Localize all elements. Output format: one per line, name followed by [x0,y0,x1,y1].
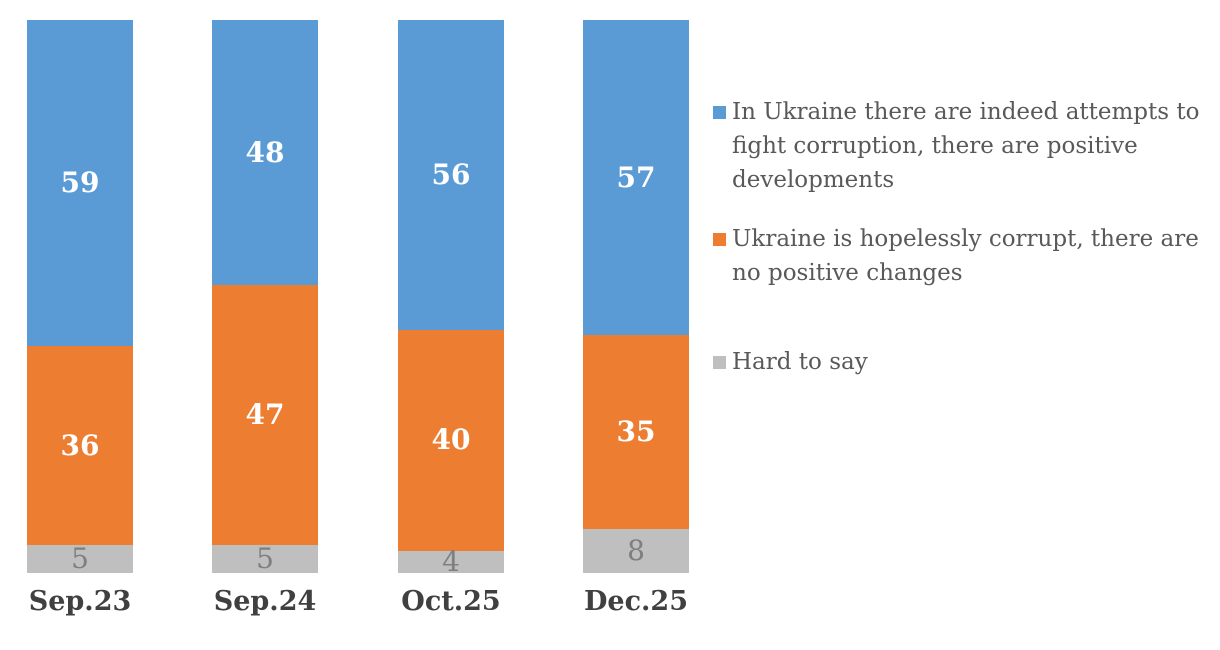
bar-value-label: 5 [71,542,89,576]
legend-label: Ukraine is hopelessly corrupt, there are… [732,226,1199,286]
bar-sep-23: 59 36 5 [27,20,133,573]
bar-segment-series2: 8 [583,528,689,573]
bar-oct-25: 56 40 4 [398,20,504,578]
x-axis-label-sep23: Sep.23 [28,586,132,617]
bar-value-label: 47 [245,398,285,432]
bar-value-label: 48 [245,135,285,169]
bar-value-label: 36 [60,428,100,462]
bar-value-label: 8 [627,533,645,567]
bar-segment-series0: 56 [398,20,504,330]
x-axis-label-sep24: Sep.24 [213,586,317,617]
legend-swatch-blue-icon [713,106,726,119]
bar-segment-series0: 57 [583,20,689,336]
bar-value-label: 57 [616,160,656,194]
x-axis-label-oct25: Oct.25 [401,586,501,617]
legend-swatch-orange-icon [713,233,726,246]
bar-value-label: 59 [60,166,100,200]
bar-dec-25: 57 35 8 [583,20,689,573]
bar-value-label: 35 [616,414,656,448]
bar-segment-series1: 35 [583,335,689,529]
bar-value-label: 40 [431,423,471,457]
bar-segment-series2: 4 [398,544,504,578]
bar-value-label: 5 [256,542,274,576]
plot-area: 59 36 5 48 47 5 56 40 4 57 35 8 [27,20,689,578]
legend-item-positive-developments: In Ukraine there are indeed attempts to … [713,95,1205,197]
bar-segment-series0: 59 [27,20,133,347]
bar-sep-24: 48 47 5 [212,20,318,573]
legend-item-hard-to-say: Hard to say [713,345,1205,379]
bar-value-label: 4 [442,544,460,578]
bar-segment-series2: 5 [27,545,133,573]
legend-label: In Ukraine there are indeed attempts to … [732,99,1200,193]
legend-item-hopelessly-corrupt: Ukraine is hopelessly corrupt, there are… [713,222,1205,290]
legend-label: Hard to say [732,349,868,375]
chart-legend: In Ukraine there are indeed attempts to … [713,95,1205,379]
bar-value-label: 56 [431,157,471,191]
legend-swatch-gray-icon [713,356,726,369]
x-axis-label-dec25: Dec.25 [583,586,688,617]
bar-segment-series1: 40 [398,329,504,551]
bar-segment-series0: 48 [212,20,318,286]
bar-segment-series2: 5 [212,545,318,573]
bar-segment-series1: 36 [27,346,133,546]
bar-segment-series1: 47 [212,285,318,546]
